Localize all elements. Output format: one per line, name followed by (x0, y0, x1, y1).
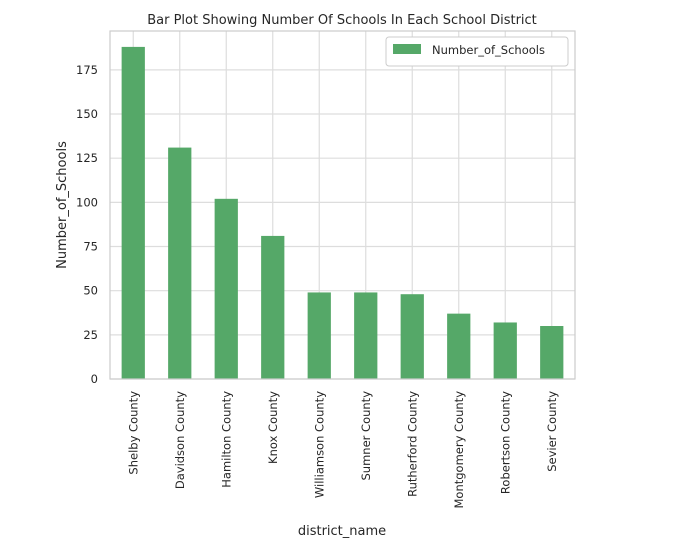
legend-swatch (393, 44, 421, 54)
y-tick-label: 100 (76, 195, 98, 209)
x-tick-label: Sevier County (545, 391, 559, 472)
y-axis-label: Number_of_Schools (55, 141, 70, 269)
legend-label: Number_of_Schools (432, 43, 545, 57)
x-tick-label: Montgomery County (452, 391, 466, 509)
y-tick-label: 150 (76, 107, 98, 121)
y-tick-label: 0 (91, 372, 98, 386)
y-tick-label: 125 (76, 151, 98, 165)
x-tick-label: Davidson County (173, 391, 187, 489)
x-tick-label: Williamson County (312, 391, 326, 498)
bar (121, 46, 145, 380)
bar (168, 147, 192, 379)
plot-frame (109, 30, 576, 380)
bar (261, 235, 285, 379)
bars (121, 46, 564, 380)
legend: Number_of_Schools (385, 36, 569, 67)
x-tick-label: Robertson County (498, 391, 512, 494)
legend-frame (385, 36, 569, 67)
x-tick-label: Shelby County (126, 391, 140, 475)
y-tick-label: 75 (83, 240, 98, 254)
bar (447, 313, 471, 379)
bar (307, 292, 331, 379)
y-tick-label: 50 (83, 284, 98, 298)
x-tick-label: Sumner County (359, 391, 373, 481)
bar (214, 198, 238, 379)
x-tick-label: Hamilton County (219, 391, 233, 488)
x-tick-label: Rutherford County (405, 391, 419, 497)
y-tick-label: 175 (76, 63, 98, 77)
x-tick-labels: Shelby County Davidson County Hamilton Cou… (126, 391, 559, 509)
bar (540, 326, 564, 379)
bar (354, 292, 378, 379)
x-tick-label: Knox County (266, 391, 280, 464)
y-tick-label: 25 (83, 328, 98, 342)
chart-title: Bar Plot Showing Number Of Schools In Ea… (147, 13, 537, 28)
bar (400, 294, 424, 379)
y-tick-labels: 0 25 50 75 100 125 150 175 (76, 63, 98, 386)
bar (493, 322, 517, 379)
x-axis-label: district_name (298, 524, 386, 539)
